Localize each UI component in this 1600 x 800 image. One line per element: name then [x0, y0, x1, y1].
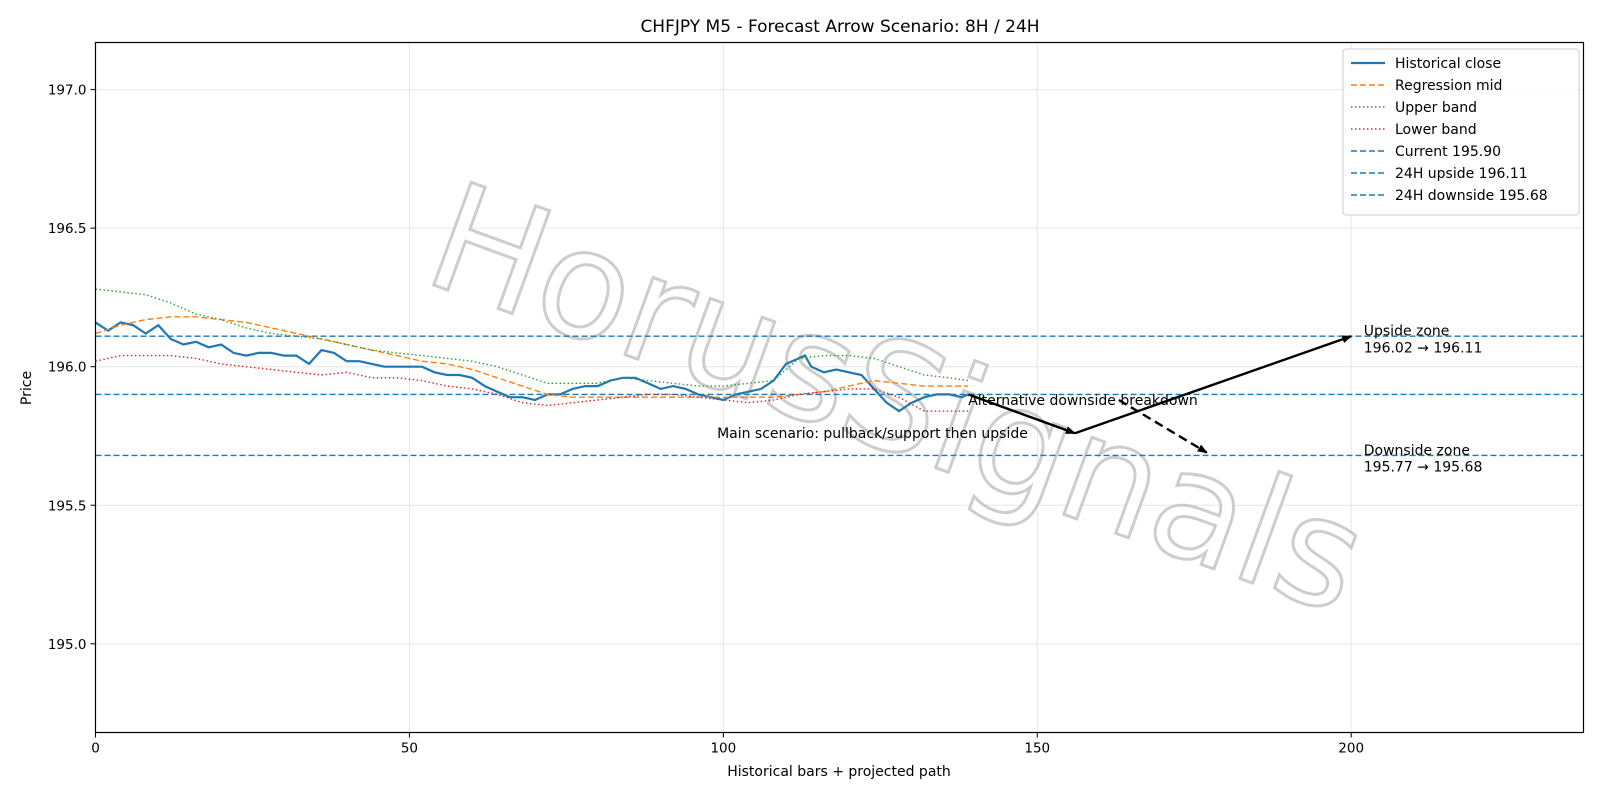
plot-frame — [94, 41, 1585, 734]
y-axis-label: Price — [19, 371, 35, 405]
legend-label-0: Historical close — [1395, 56, 1501, 72]
x-tick-label-3: 150 — [1024, 741, 1050, 757]
grid-lines — [95, 42, 1584, 733]
legend-label-4: Current 195.90 — [1395, 144, 1501, 160]
legend-box — [1342, 48, 1580, 216]
legend-label-1: Regression mid — [1395, 78, 1502, 94]
horizontal-levels — [95, 335, 1584, 457]
series-line-0 — [95, 321, 969, 413]
y-tick-label-2: 196.0 — [48, 360, 87, 376]
annotation-3: 196.02 → 196.11 — [1364, 340, 1483, 356]
annotation-5: 195.77 → 195.68 — [1364, 459, 1483, 475]
x-axis-ticks: 0 50 100 150 200 — [91, 732, 1364, 757]
x-tick-label-2: 100 — [710, 741, 736, 757]
scenario-arrow-2 — [1118, 398, 1208, 454]
series-line-1 — [95, 316, 969, 398]
scenario-arrows — [967, 335, 1353, 454]
x-axis-label: Historical bars + projected path — [727, 764, 951, 780]
watermark: HorusSignals — [406, 149, 1388, 650]
y-tick-label-1: 195.5 — [48, 498, 87, 514]
legend: Historical close Regression mid Upper band… — [1342, 48, 1580, 216]
y-axis-ticks: 195.0 195.5 196.0 196.5 197.0 — [48, 83, 96, 653]
x-tick-label-0: 0 — [91, 741, 100, 757]
y-tick-label-3: 196.5 — [48, 221, 87, 237]
y-tick-label-0: 195.0 — [48, 637, 87, 653]
annotation-0: Alternative downside breakdown — [968, 393, 1198, 409]
watermark-text: HorusSignals — [408, 150, 1387, 648]
series-line-2 — [95, 288, 969, 387]
scenario-arrow-0 — [967, 393, 1076, 435]
y-tick-label-4: 197.0 — [48, 83, 87, 99]
annotation-4: Downside zone — [1364, 443, 1470, 459]
annotations: Alternative downside breakdown Main scena… — [717, 324, 1482, 476]
chart-title: CHFJPY M5 - Forecast Arrow Scenario: 8H … — [640, 17, 1039, 37]
annotation-1: Main scenario: pullback/support then ups… — [717, 426, 1028, 442]
series-line-3 — [95, 354, 969, 412]
x-tick-label-1: 50 — [401, 741, 418, 757]
legend-label-3: Lower band — [1395, 122, 1477, 138]
scenario-arrow-1 — [1074, 335, 1353, 435]
legend-label-5: 24H upside 196.11 — [1395, 166, 1528, 182]
legend-label-6: 24H downside 195.68 — [1395, 188, 1548, 204]
series-lines — [95, 288, 969, 413]
x-tick-label-4: 200 — [1338, 741, 1364, 757]
annotation-2: Upside zone — [1364, 324, 1450, 340]
legend-label-2: Upper band — [1395, 100, 1477, 116]
